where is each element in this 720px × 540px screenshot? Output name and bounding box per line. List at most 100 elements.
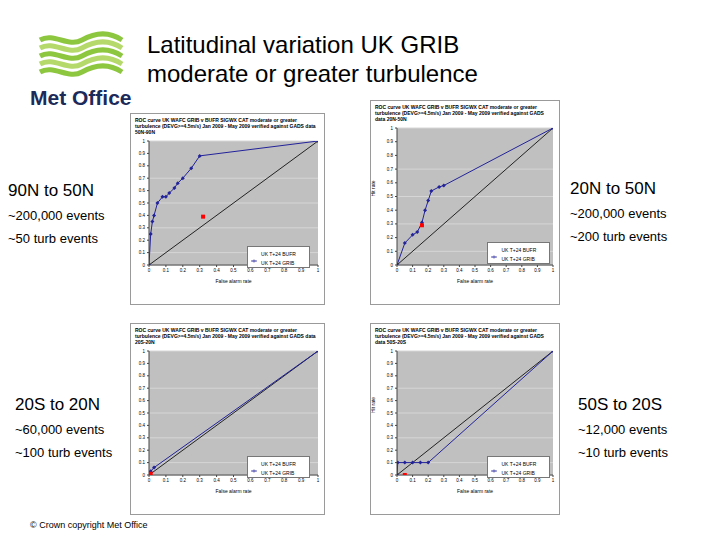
html-text:Latitudinal variation UK GRIB: Latitudinal variation UK GRIB bbox=[147, 31, 460, 58]
svg-text:0.4: 0.4 bbox=[387, 423, 394, 428]
svg-text:False alarm rate: False alarm rate bbox=[457, 278, 493, 284]
svg-text:0.2: 0.2 bbox=[387, 235, 394, 240]
svg-text:0.9: 0.9 bbox=[139, 151, 146, 156]
svg-text:0.6: 0.6 bbox=[387, 180, 394, 185]
svg-text:0.6: 0.6 bbox=[247, 478, 254, 483]
svg-text:0.8: 0.8 bbox=[519, 268, 526, 273]
svg-text:0: 0 bbox=[396, 268, 399, 273]
svg-text:0.8: 0.8 bbox=[281, 268, 288, 273]
svg-text:0.2: 0.2 bbox=[180, 268, 187, 273]
svg-text:0.3: 0.3 bbox=[139, 435, 146, 440]
svg-text:0.4: 0.4 bbox=[456, 268, 463, 273]
svg-text:1: 1 bbox=[317, 268, 320, 273]
svg-text:0.5: 0.5 bbox=[387, 194, 394, 199]
svg-text:0.4: 0.4 bbox=[139, 213, 146, 218]
svg-text:0.5: 0.5 bbox=[230, 478, 237, 483]
svg-text:0: 0 bbox=[396, 478, 399, 483]
svg-text:False alarm rate: False alarm rate bbox=[215, 488, 251, 494]
svg-text:0.7: 0.7 bbox=[387, 167, 394, 172]
svg-text:0.5: 0.5 bbox=[139, 411, 146, 416]
svg-text:0.1: 0.1 bbox=[163, 478, 170, 483]
svg-text:0: 0 bbox=[148, 478, 151, 483]
svg-text:0.2: 0.2 bbox=[139, 238, 146, 243]
svg-text:False alarm rate: False alarm rate bbox=[457, 488, 493, 494]
svg-text:0.2: 0.2 bbox=[180, 478, 187, 483]
svg-text:0: 0 bbox=[148, 268, 151, 273]
svg-text:0.7: 0.7 bbox=[139, 386, 146, 391]
svg-text:0.6: 0.6 bbox=[139, 188, 146, 193]
svg-text:0.4: 0.4 bbox=[387, 208, 394, 213]
svg-text:0.7: 0.7 bbox=[139, 176, 146, 181]
svg-text:0.6: 0.6 bbox=[247, 268, 254, 273]
svg-text:0.6: 0.6 bbox=[139, 398, 146, 403]
svg-text:1: 1 bbox=[552, 268, 555, 273]
svg-text:Hit rate: Hit rate bbox=[371, 180, 376, 196]
svg-text:0.8: 0.8 bbox=[139, 163, 146, 168]
svg-text:0.2: 0.2 bbox=[425, 268, 432, 273]
svg-text:0.6: 0.6 bbox=[487, 478, 494, 483]
svg-text:0.1: 0.1 bbox=[139, 250, 146, 255]
svg-text:0.9: 0.9 bbox=[534, 478, 541, 483]
svg-text:0.2: 0.2 bbox=[387, 448, 394, 453]
svg-text:0.4: 0.4 bbox=[456, 478, 463, 483]
svg-text:0: 0 bbox=[142, 263, 145, 268]
svg-text:0.5: 0.5 bbox=[387, 411, 394, 416]
svg-text:0.9: 0.9 bbox=[298, 478, 305, 483]
svg-text:1: 1 bbox=[142, 139, 145, 144]
svg-text:0.7: 0.7 bbox=[387, 386, 394, 391]
svg-text:0.3: 0.3 bbox=[139, 225, 146, 230]
svg-text:1: 1 bbox=[317, 478, 320, 483]
svg-text:0.4: 0.4 bbox=[213, 478, 220, 483]
svg-text:0.9: 0.9 bbox=[387, 139, 394, 144]
html-text:20S to 20N: 20S to 20N bbox=[15, 395, 101, 414]
svg-text:0.8: 0.8 bbox=[139, 373, 146, 378]
svg-text:0.3: 0.3 bbox=[197, 478, 204, 483]
svg-text:0.3: 0.3 bbox=[387, 221, 394, 226]
svg-text:0.5: 0.5 bbox=[230, 268, 237, 273]
svg-text:0.3: 0.3 bbox=[441, 478, 448, 483]
svg-text:0.8: 0.8 bbox=[519, 478, 526, 483]
svg-text:0.6: 0.6 bbox=[487, 268, 494, 273]
svg-text:0.9: 0.9 bbox=[387, 361, 394, 366]
svg-text:0.8: 0.8 bbox=[281, 478, 288, 483]
html-text:Met Office: Met Office bbox=[30, 86, 132, 109]
svg-text:0.6: 0.6 bbox=[387, 398, 394, 403]
svg-text:1: 1 bbox=[390, 126, 393, 131]
svg-text:0.2: 0.2 bbox=[139, 448, 146, 453]
html-text:moderate or greater turbulence: moderate or greater turbulence bbox=[147, 60, 478, 87]
svg-text:0.1: 0.1 bbox=[409, 478, 416, 483]
svg-text:0: 0 bbox=[142, 473, 145, 478]
svg-text:0.1: 0.1 bbox=[387, 249, 394, 254]
svg-text:0.7: 0.7 bbox=[503, 478, 510, 483]
svg-text:0.7: 0.7 bbox=[264, 478, 271, 483]
svg-text:0.8: 0.8 bbox=[387, 153, 394, 158]
svg-text:0.1: 0.1 bbox=[409, 268, 416, 273]
svg-text:0: 0 bbox=[390, 263, 393, 268]
svg-text:0.5: 0.5 bbox=[472, 478, 479, 483]
svg-text:0.1: 0.1 bbox=[139, 460, 146, 465]
html-text:20N to 50N: 20N to 50N bbox=[570, 179, 656, 198]
svg-text:0.5: 0.5 bbox=[472, 268, 479, 273]
svg-text:0.7: 0.7 bbox=[264, 268, 271, 273]
svg-text:1: 1 bbox=[552, 478, 555, 483]
svg-text:1: 1 bbox=[390, 349, 393, 354]
svg-text:0.1: 0.1 bbox=[163, 268, 170, 273]
html-text:90N to 50N: 90N to 50N bbox=[8, 181, 94, 200]
svg-text:0.8: 0.8 bbox=[387, 373, 394, 378]
svg-text:0.4: 0.4 bbox=[213, 268, 220, 273]
svg-text:0.9: 0.9 bbox=[298, 268, 305, 273]
svg-text:0.3: 0.3 bbox=[197, 268, 204, 273]
svg-text:0.3: 0.3 bbox=[441, 268, 448, 273]
svg-text:False alarm rate: False alarm rate bbox=[215, 278, 251, 284]
svg-text:0.4: 0.4 bbox=[139, 423, 146, 428]
svg-text:1: 1 bbox=[142, 349, 145, 354]
svg-text:0.1: 0.1 bbox=[387, 460, 394, 465]
svg-text:Hit rate: Hit rate bbox=[371, 397, 376, 413]
svg-text:0.9: 0.9 bbox=[139, 361, 146, 366]
svg-text:0.2: 0.2 bbox=[425, 478, 432, 483]
svg-text:0: 0 bbox=[390, 473, 393, 478]
svg-text:0.7: 0.7 bbox=[503, 268, 510, 273]
svg-text:0.5: 0.5 bbox=[139, 201, 146, 206]
svg-text:0.3: 0.3 bbox=[387, 435, 394, 440]
svg-text:0.9: 0.9 bbox=[534, 268, 541, 273]
